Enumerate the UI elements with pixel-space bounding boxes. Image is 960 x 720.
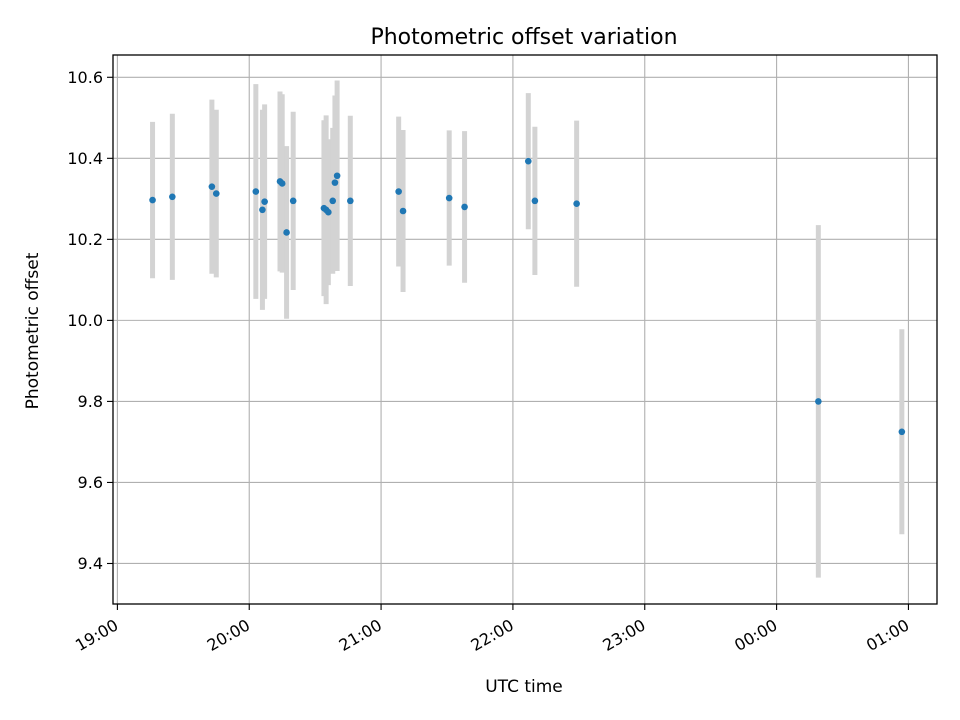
data-points [149,157,906,436]
data-point [524,157,532,165]
data-point [445,194,453,202]
data-point [261,198,268,205]
y-tick-label: 10.6 [67,68,103,87]
data-point [149,196,156,204]
grid [113,55,937,604]
axes-frame [112,54,938,605]
y-axis-label: Photometric offset [23,252,43,409]
data-point [331,179,339,186]
data-point [278,180,286,187]
data-point [898,428,906,436]
y-tick-label: 9.8 [78,392,103,411]
y-tick-label: 10.0 [67,311,103,330]
data-point [283,229,290,236]
data-point [399,207,407,215]
data-point [169,193,176,201]
data-point [531,197,539,205]
data-point [573,200,580,207]
plot-area [113,55,937,604]
data-point [289,197,297,205]
y-tick-label: 10.4 [67,149,103,168]
data-point [325,208,332,216]
y-tick-label: 9.6 [78,473,103,492]
data-point [815,398,822,405]
data-point [395,188,402,195]
data-point [333,172,341,180]
data-point [259,206,266,214]
data-point [347,197,354,205]
data-point [208,183,216,190]
chart-title: Photometric offset variation [370,25,677,50]
y-tick-label: 10.2 [67,230,103,249]
data-point [212,190,220,197]
data-point [252,188,260,195]
y-axis-ticks: 9.4 9.6 9.8 10.0 10.2 10.4 10.6 [67,68,113,573]
y-tick-label: 9.4 [78,554,103,573]
data-point [461,203,468,211]
data-point [329,197,337,205]
x-axis-label: UTC time [485,677,563,697]
